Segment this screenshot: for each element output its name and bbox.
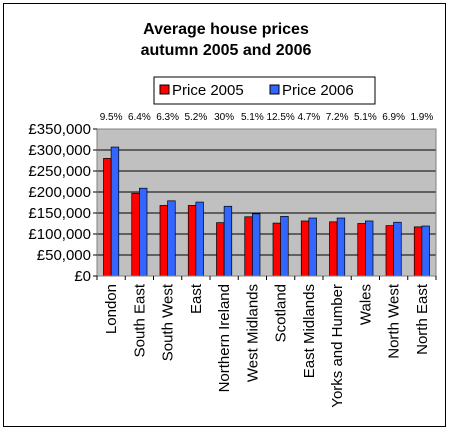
bar-2006 <box>308 217 317 277</box>
percent-change-label: 6.9% <box>382 112 405 123</box>
bar-2005 <box>385 225 394 277</box>
bar-2006 <box>336 217 346 277</box>
bar-2006 <box>139 187 148 277</box>
percent-change-label: 5.2% <box>184 112 207 123</box>
category-label: East Midlands <box>301 284 318 378</box>
chart-title-line-2: autumn 2005 and 2006 <box>141 42 312 59</box>
plot-area <box>93 128 437 280</box>
bar-2005 <box>329 221 338 277</box>
legend: Price 2005 Price 2006 <box>153 76 376 105</box>
percent-change-label: 6.4% <box>128 112 151 123</box>
legend-box <box>153 76 376 105</box>
bar-2005 <box>413 226 423 277</box>
category-label: Yorks and Humber <box>329 284 346 408</box>
bar-2005 <box>272 222 281 277</box>
y-tick-label: £200,000 <box>28 184 91 201</box>
percent-change-label: 1.9% <box>410 112 433 123</box>
bar-2005 <box>216 222 225 277</box>
chart-frame: Average house prices autumn 2005 and 200… <box>3 3 446 427</box>
percent-change-label: 12.5% <box>266 112 294 123</box>
y-tick-label: £100,000 <box>28 226 91 243</box>
y-tick-label: £250,000 <box>28 163 91 180</box>
bar-2005 <box>244 216 253 277</box>
category-label: Northern Ireland <box>216 284 233 392</box>
percent-change-label: 7.2% <box>326 112 349 123</box>
category-label: West Midlands <box>244 284 261 382</box>
category-label: London <box>103 284 120 334</box>
category-label: South East <box>131 283 148 357</box>
percent-change-label: 4.7% <box>297 112 320 123</box>
bar-2005 <box>357 223 366 277</box>
legend-label-2006: Price 2006 <box>282 82 354 99</box>
legend-swatch-2005 <box>159 84 170 95</box>
bar-2006 <box>167 200 176 277</box>
percent-change-label: 9.5% <box>100 112 123 123</box>
bar-2006 <box>195 201 204 277</box>
bar-2006 <box>252 213 261 277</box>
category-label: Wales <box>357 284 374 325</box>
percent-change-label: 5.1% <box>241 112 264 123</box>
bar-2006 <box>365 220 374 277</box>
percent-change-label: 5.1% <box>354 112 377 123</box>
percent-change-label: 6.3% <box>156 112 179 123</box>
percent-change-label: 30% <box>214 112 234 123</box>
category-label: East <box>188 283 205 314</box>
bar-2006 <box>421 225 430 277</box>
bar-2006 <box>280 216 289 277</box>
y-tick-label: £300,000 <box>28 142 91 159</box>
category-label: North West <box>386 283 403 359</box>
category-label: North East <box>414 283 431 355</box>
y-tick-label: £0 <box>74 268 91 285</box>
bar-2006 <box>223 205 233 277</box>
x-axis-categories: London South East South West East Northern I… <box>103 283 431 408</box>
bar-2005 <box>131 192 140 277</box>
category-label: Scotland <box>273 284 290 342</box>
bar-2006 <box>110 146 120 277</box>
y-tick-label: £150,000 <box>28 205 91 222</box>
plot-background <box>97 129 436 276</box>
y-tick-label: £50,000 <box>37 247 91 264</box>
bar-2005 <box>103 158 112 277</box>
y-axis-ticks: £0 £50,000 £100,000 £150,000 £200,000 £250,00… <box>28 121 91 285</box>
bar-2005 <box>187 205 197 277</box>
legend-label-2005: Price 2005 <box>172 82 244 99</box>
category-label: South West <box>160 283 177 361</box>
percent-change-labels: 9.5% 6.4% 6.3% 5.2% 30% 5.1% 12.5% 4.7% 7.2% 5.1%… <box>100 112 434 123</box>
chart-title-line-1: Average house prices <box>143 21 309 38</box>
bar-2005 <box>159 205 168 277</box>
bar-chart: Average house prices autumn 2005 and 200… <box>28 21 437 408</box>
legend-swatch-2006 <box>269 84 280 95</box>
y-tick-label: £350,000 <box>28 121 91 138</box>
bar-2005 <box>300 220 310 277</box>
bar-2006 <box>393 221 402 277</box>
